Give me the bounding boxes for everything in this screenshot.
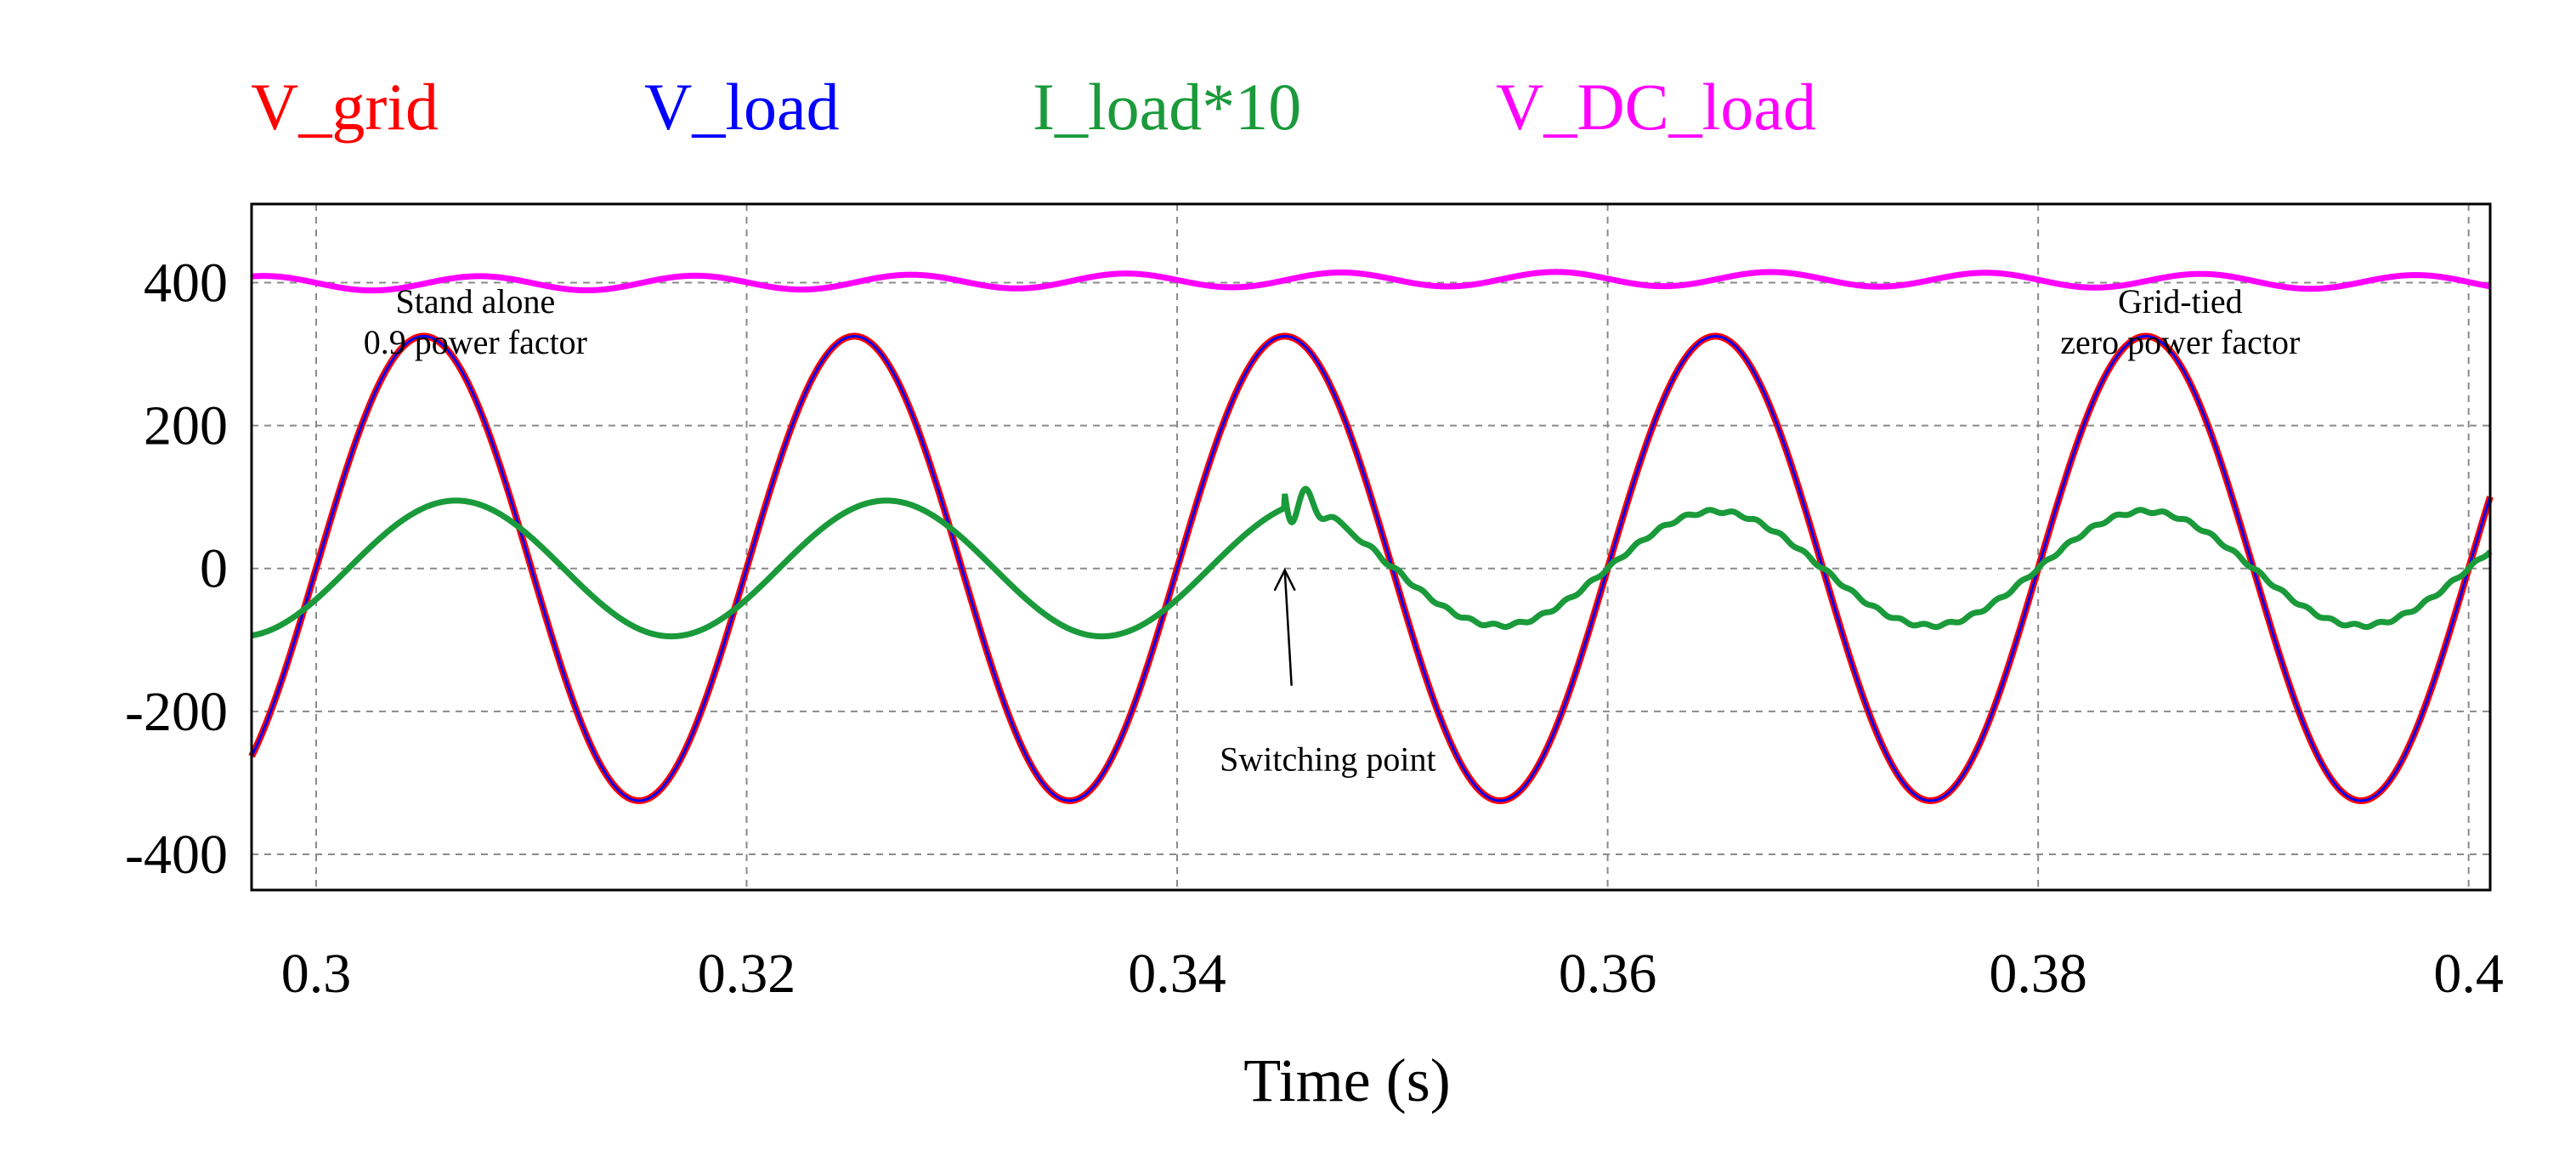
x-tick-label: 0.32 — [698, 943, 796, 1005]
annotation-gridtied-line1: Grid-tied — [2118, 282, 2243, 320]
y-tick-label: 0 — [200, 538, 228, 600]
x-tick-label: 0.3 — [281, 943, 352, 1005]
annotation-gridtied-line2: zero power factor — [2060, 323, 2300, 361]
legend-v-dc-load: V_DC_load — [1496, 70, 1816, 144]
annotation-switching: Switching point — [1220, 567, 1436, 778]
x-axis-ticks: 0.3 0.32 0.34 0.36 0.38 0.4 — [281, 943, 2504, 1005]
legend-v-load: V_load — [644, 70, 840, 144]
y-tick-label: -400 — [125, 824, 228, 886]
annotation-gridtied: Grid-tied zero power factor — [2060, 282, 2300, 361]
x-tick-label: 0.38 — [1989, 943, 2087, 1005]
series-v-dc-load — [251, 269, 2491, 294]
x-axis-label: Time (s) — [1243, 1046, 1450, 1114]
grid — [252, 204, 2490, 890]
x-tick-label: 0.34 — [1128, 943, 1226, 1005]
annotation-standalone: Stand alone 0.9 power factor — [364, 282, 587, 361]
y-tick-label: 200 — [144, 395, 228, 457]
y-tick-label: -200 — [125, 681, 228, 743]
legend-v-grid: V_grid — [251, 70, 439, 144]
annotation-switching-text: Switching point — [1220, 740, 1435, 778]
annotation-standalone-line1: Stand alone — [396, 282, 556, 320]
switching-arrow-line — [1283, 570, 1293, 686]
x-tick-label: 0.4 — [2433, 943, 2504, 1005]
y-tick-label: 400 — [144, 252, 228, 314]
series-i-load — [251, 485, 2493, 640]
legend-i-load: I_load*10 — [1033, 70, 1301, 144]
plot-frame — [250, 202, 2492, 892]
switching-arrow-head — [1273, 567, 1296, 592]
series-layer — [248, 269, 2494, 804]
legend: V_grid V_load I_load*10 V_DC_load — [251, 70, 1816, 144]
annotation-standalone-line2: 0.9 power factor — [364, 323, 587, 361]
y-axis-ticks: 400 200 0 -200 -400 — [125, 252, 228, 886]
series-v-load — [250, 335, 2492, 802]
x-tick-label: 0.36 — [1559, 943, 1657, 1005]
